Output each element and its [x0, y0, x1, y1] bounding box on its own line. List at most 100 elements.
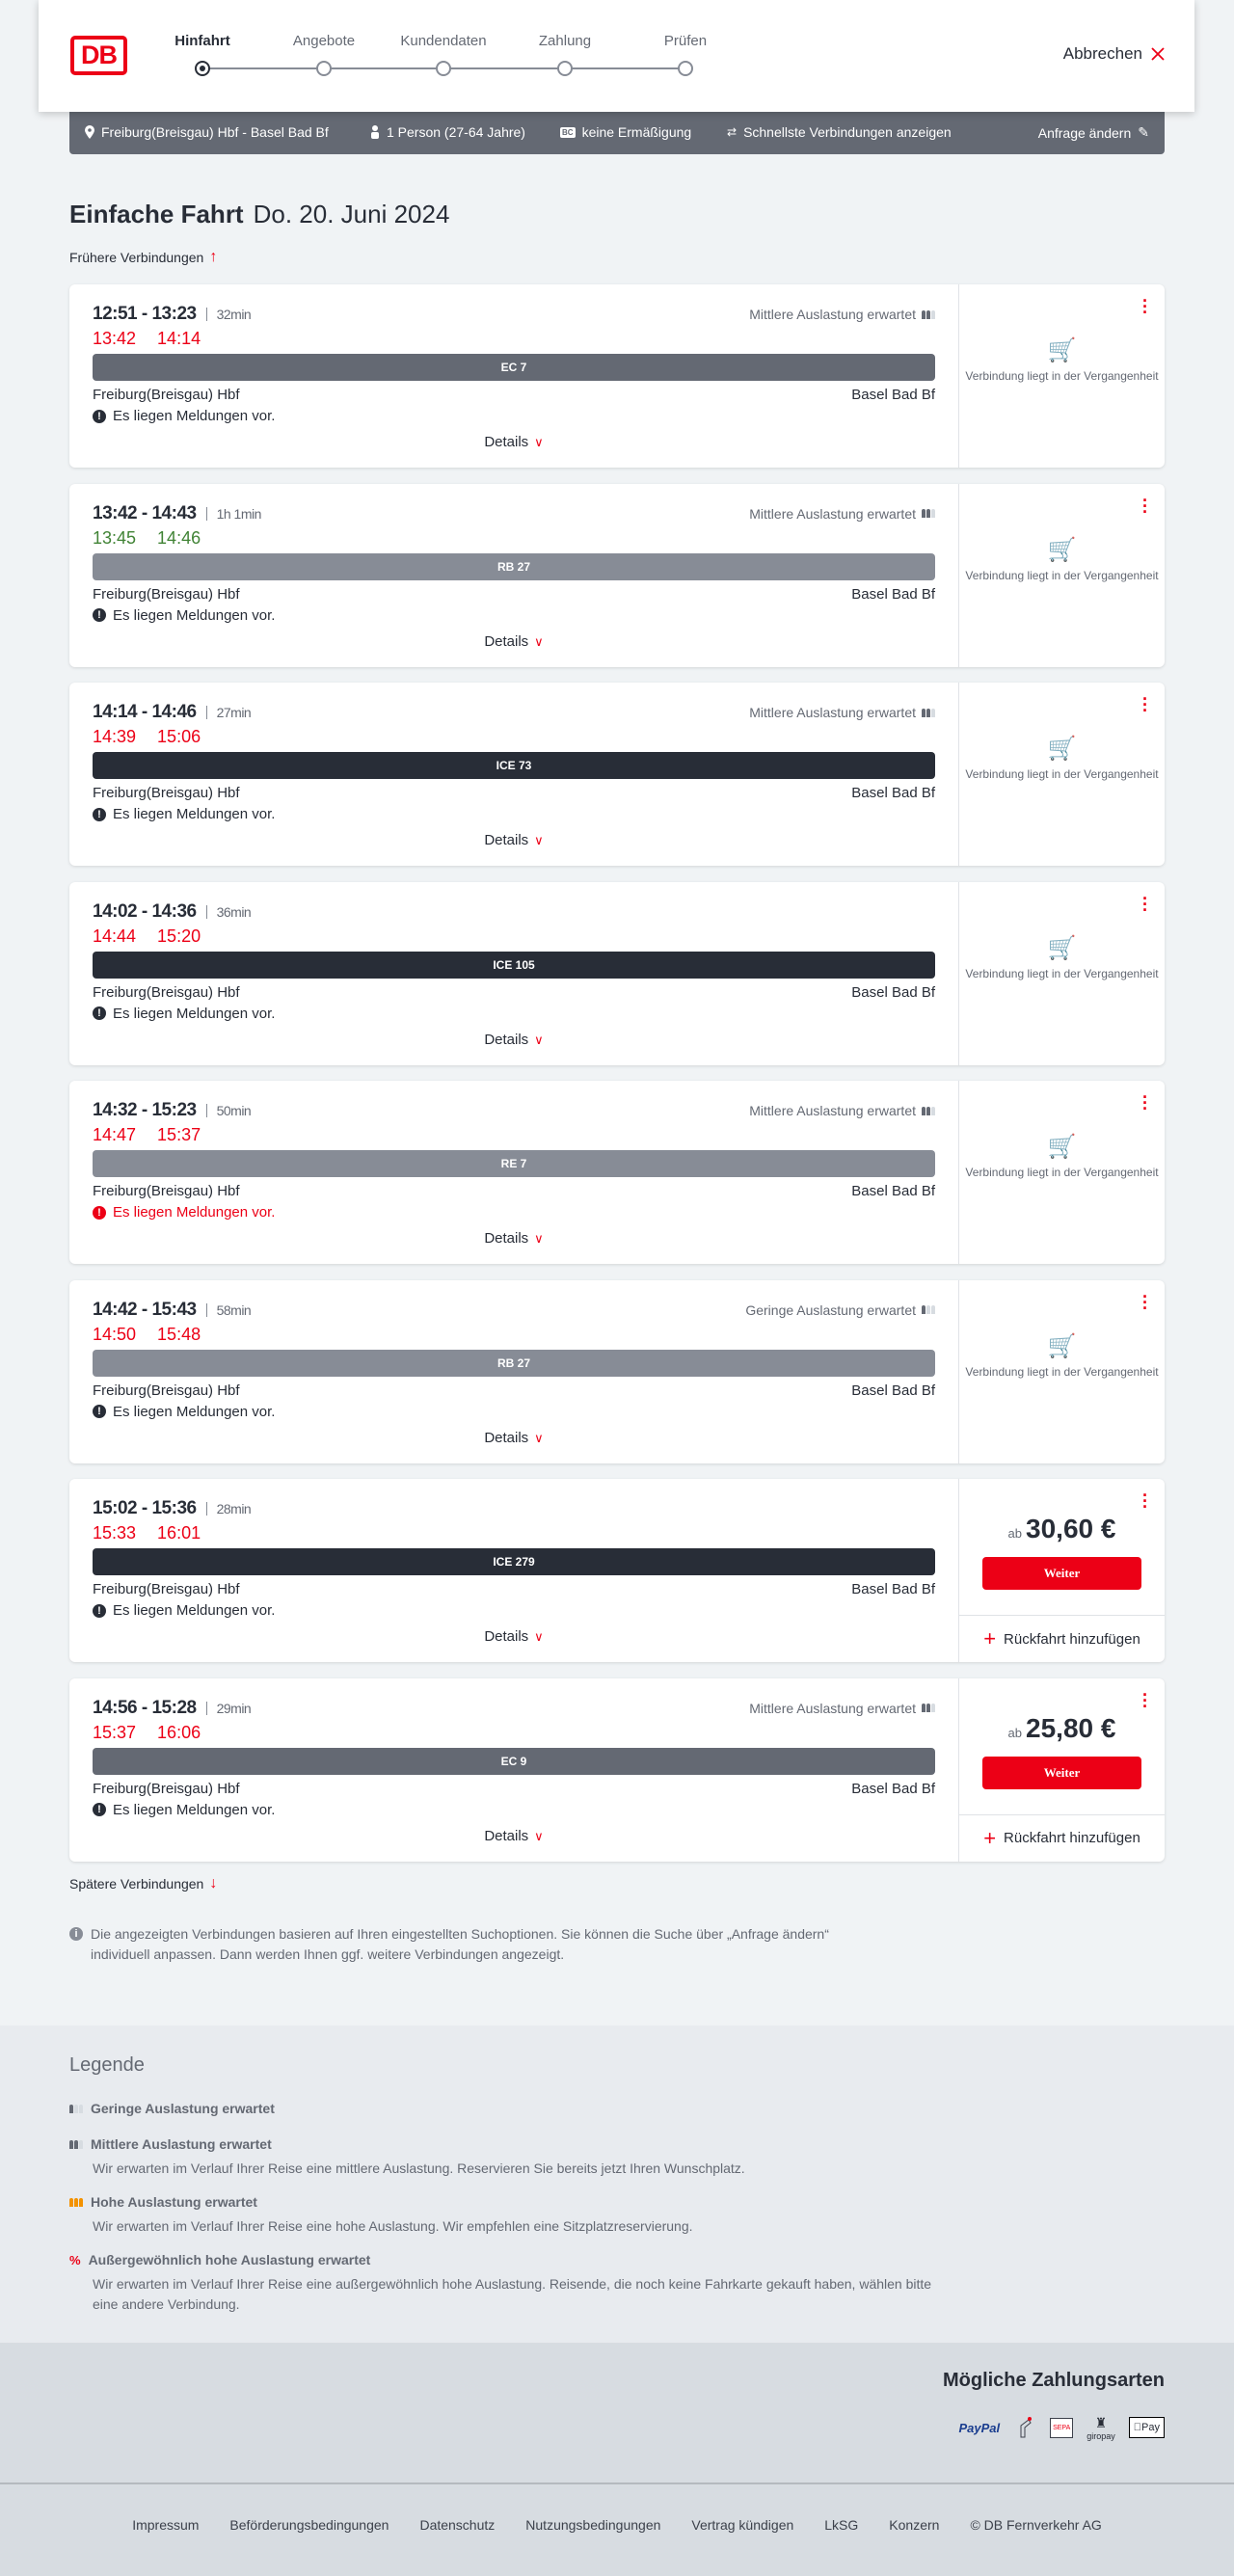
details-toggle[interactable]: Details ∨	[69, 434, 958, 450]
message-notice: ! Es liegen Meldungen vor.	[93, 408, 275, 424]
occupancy: Mittlere Auslastung erwartet	[749, 506, 935, 522]
occupancy-icon	[922, 509, 935, 518]
connection-card[interactable]: 14:02 - 14:36 36min 14:44 15:20 ICE 105 Freib…	[69, 881, 1165, 1065]
alert-icon: !	[93, 1205, 106, 1220]
legend: Legende Geringe Auslastung erwartet Mittl…	[0, 2026, 1234, 2343]
scheduled-times: 14:42 - 15:43 58min	[93, 1300, 252, 1321]
more-options-icon[interactable]: · · ·	[1142, 888, 1148, 920]
occupancy: Geringe Auslastung erwartet	[745, 1302, 935, 1318]
footer-link[interactable]: Impressum	[132, 2517, 200, 2533]
alert-icon: !	[93, 807, 106, 821]
more-options-icon[interactable]: · · ·	[1142, 689, 1148, 720]
step-marker-2[interactable]	[316, 61, 332, 76]
offer-panel: · · · 🛒 Verbindung liegt in der Vergangenhei…	[958, 881, 1165, 1065]
add-return-button[interactable]: + Rückfahrt hinzufügen	[959, 1813, 1165, 1862]
step-marker-3[interactable]	[436, 61, 451, 76]
train-bar[interactable]: ICE 105	[93, 951, 935, 979]
occupancy-full-icon: %	[69, 2252, 81, 2267]
connection-card[interactable]: 14:42 - 15:43 58min 14:50 15:48 Geringe Ausl…	[69, 1279, 1165, 1463]
origin-station: Freiburg(Breisgau) Hbf	[93, 785, 240, 801]
footer-link[interactable]: Konzern	[889, 2517, 940, 2533]
more-options-icon[interactable]: · · ·	[1142, 1486, 1148, 1516]
occupancy-text: Mittlere Auslastung erwartet	[749, 1700, 916, 1716]
search-summary-bar: Freiburg(Breisgau) Hbf - Basel Bad Bf 1 …	[69, 112, 1165, 154]
cart-unavailable-icon: 🛒	[1047, 337, 1077, 363]
footer-link[interactable]: Datenschutz	[419, 2517, 496, 2533]
later-connections-link[interactable]: Spätere Verbindungen ↓	[69, 1875, 217, 1892]
message-text: Es liegen Meldungen vor.	[113, 408, 276, 424]
details-toggle[interactable]: Details ∨	[69, 633, 958, 650]
more-options-icon[interactable]: · · ·	[1142, 1684, 1148, 1716]
details-toggle[interactable]: Details ∨	[69, 1828, 958, 1844]
sepa-label: SEPA	[1050, 2417, 1074, 2438]
past-text: Verbindung liegt in der Vergangenheit	[965, 369, 1159, 383]
connection-card[interactable]: 14:14 - 14:46 27min 14:39 15:06 Mittlere Aus…	[69, 683, 1165, 866]
past-text: Verbindung liegt in der Vergangenheit	[965, 1166, 1159, 1179]
message-notice: ! Es liegen Meldungen vor.	[93, 607, 275, 624]
connection-card[interactable]: 15:02 - 15:36 28min 15:33 16:01 ICE 279 Freib…	[69, 1479, 1165, 1662]
change-request-label: Anfrage ändern	[1037, 124, 1132, 141]
add-return-button[interactable]: + Rückfahrt hinzufügen	[959, 1615, 1165, 1662]
footer-links: Impressum Beförderungsbedingungen Datensch…	[0, 2517, 1234, 2533]
step-marker-1	[195, 61, 210, 76]
connection-card[interactable]: 12:51 - 13:23 32min 13:42 14:14 Mittlere Aus…	[69, 284, 1165, 468]
realtime-arrival: 15:37	[157, 1125, 201, 1144]
more-options-icon[interactable]: · · ·	[1142, 490, 1148, 522]
earlier-connections-link[interactable]: Frühere Verbindungen ↑	[69, 249, 217, 266]
origin-station: Freiburg(Breisgau) Hbf	[93, 1780, 240, 1797]
details-toggle[interactable]: Details ∨	[69, 832, 958, 848]
train-bar[interactable]: EC 7	[93, 354, 935, 381]
db-logo[interactable]: DB	[70, 36, 127, 75]
train-bar[interactable]: EC 9	[93, 1747, 935, 1775]
change-request-button[interactable]: Anfrage ändern ✎	[1038, 124, 1149, 141]
continue-button[interactable]: Weiter	[982, 1756, 1141, 1789]
train-bar[interactable]: RB 27	[93, 1349, 935, 1377]
giropay-icon: ♜ giropay	[1086, 2414, 1115, 2441]
origin-station: Freiburg(Breisgau) Hbf	[93, 983, 240, 1001]
step-marker-4[interactable]	[557, 61, 573, 76]
details-toggle[interactable]: Details ∨	[69, 1430, 958, 1446]
footer-link[interactable]: Nutzungsbedingungen	[525, 2517, 661, 2533]
train-bar[interactable]: ICE 279	[93, 1548, 935, 1575]
details-toggle[interactable]: Details ∨	[69, 1032, 958, 1048]
continue-button[interactable]: Weiter	[982, 1557, 1141, 1590]
realtime-times: 14:50 15:48	[93, 1325, 201, 1345]
origin-station: Freiburg(Breisgau) Hbf	[93, 585, 240, 603]
more-options-icon[interactable]: · · ·	[1142, 1286, 1148, 1318]
details-toggle[interactable]: Details ∨	[69, 1230, 958, 1247]
legend-description: Wir erwarten im Verlauf Ihrer Reise eine…	[93, 2276, 932, 2312]
cart-unavailable-icon: 🛒	[1047, 736, 1077, 762]
footer-link[interactable]: © DB Fernverkehr AG	[970, 2517, 1102, 2533]
realtime-departure: 13:45	[93, 527, 137, 548]
realtime-departure: 14:47	[93, 1125, 137, 1144]
train-bar[interactable]: RE 7	[93, 1150, 935, 1177]
more-options-icon[interactable]: · · ·	[1142, 1087, 1148, 1118]
scheduled-times: 14:56 - 15:28 29min	[93, 1698, 252, 1719]
alert-icon: !	[93, 1405, 106, 1418]
train-bar[interactable]: ICE 73	[93, 752, 935, 779]
realtime-departure: 15:33	[93, 1523, 137, 1543]
departure-arrival: 14:32 - 15:23	[93, 1100, 197, 1120]
step-marker-5[interactable]	[678, 61, 693, 76]
connection-card[interactable]: 14:32 - 15:23 50min 14:47 15:37 Mittlere Aus…	[69, 1081, 1165, 1264]
legend-item: % Außergewöhnlich hohe Auslastung erwarte…	[69, 2252, 937, 2315]
details-toggle[interactable]: Details ∨	[69, 1628, 958, 1645]
message-notice: ! Es liegen Meldungen vor.	[93, 1802, 275, 1818]
destination-station: Basel Bad Bf	[851, 983, 935, 1001]
footer-link[interactable]: Beförderungsbedingungen	[229, 2517, 389, 2533]
realtime-arrival: 14:14	[157, 329, 201, 348]
realtime-times: 13:42 14:14	[93, 329, 201, 349]
cancel-button[interactable]: Abbrechen	[1063, 44, 1166, 64]
train-bar[interactable]: RB 27	[93, 552, 935, 580]
connection-card[interactable]: 14:56 - 15:28 29min 15:37 16:06 Mittlere Aus…	[69, 1677, 1165, 1862]
footer-link[interactable]: Vertrag kündigen	[691, 2517, 794, 2533]
realtime-arrival: 14:46	[157, 527, 201, 548]
details-label: Details	[484, 1827, 529, 1844]
connection-info: 12:51 - 13:23 32min 13:42 14:14 Mittlere Aus…	[69, 284, 958, 468]
message-text: Es liegen Meldungen vor.	[113, 1403, 276, 1420]
more-options-icon[interactable]: · · ·	[1142, 291, 1148, 322]
connection-card[interactable]: 13:42 - 14:43 1h 1min 13:45 14:46 Mittlere A…	[69, 483, 1165, 667]
footer-link[interactable]: LkSG	[824, 2517, 859, 2533]
realtime-times: 14:47 15:37	[93, 1125, 201, 1145]
message-text: Es liegen Meldungen vor.	[113, 1005, 276, 1022]
